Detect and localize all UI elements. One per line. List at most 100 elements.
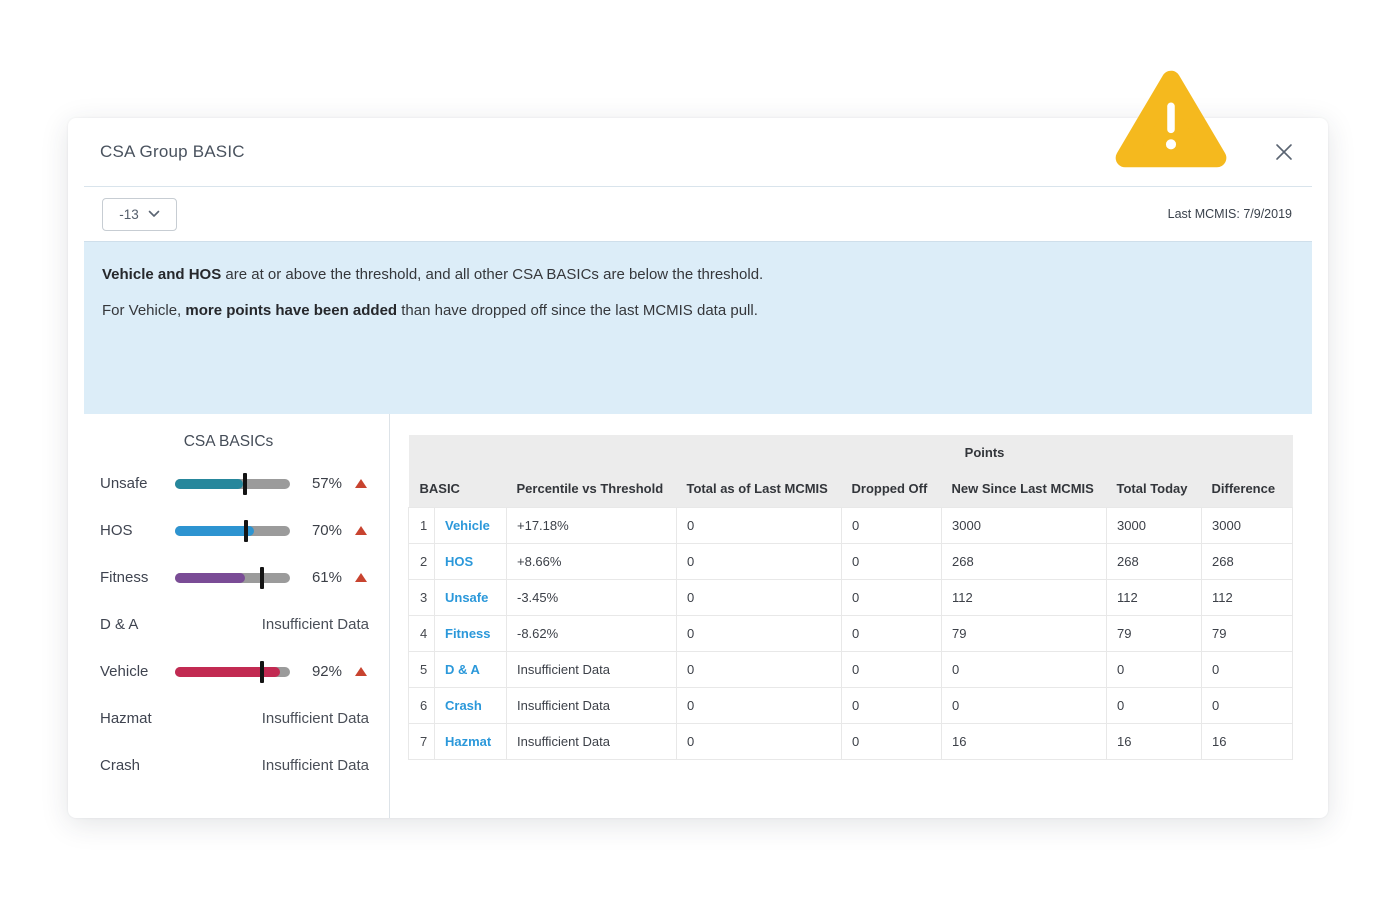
difference-cell: 79 <box>1200 614 1294 652</box>
basic-row-unsafe: Unsafe 57% <box>68 460 389 507</box>
percentile-cell: Insufficient Data <box>506 650 677 688</box>
dropped-off-cell: 0 <box>841 722 942 760</box>
total-last-mcmis-cell: 0 <box>676 650 842 688</box>
percentile-cell: Insufficient Data <box>506 686 677 724</box>
bar-fill <box>175 572 246 583</box>
row-number: 6 <box>408 686 435 724</box>
group-header-spacer <box>408 435 677 470</box>
threshold-marker <box>260 566 265 589</box>
basic-label: Vehicle <box>100 663 149 680</box>
row-number: 5 <box>408 650 435 688</box>
column-header-total-today: Total Today <box>1106 470 1202 507</box>
percentile-bar <box>175 660 290 683</box>
new-since-cell: 112 <box>941 578 1107 616</box>
basic-cell: Vehicle <box>434 506 507 544</box>
column-header-basic: BASIC <box>408 470 507 507</box>
table-row-fitness: 4 Fitness -8.62% 0 0 79 79 79 <box>408 614 1294 652</box>
percentile-cell: -3.45% <box>506 578 677 616</box>
basic-row-hazmat: Hazmat Insufficient Data <box>68 695 389 742</box>
basic-cell: HOS <box>434 542 507 580</box>
close-icon[interactable] <box>1272 140 1296 164</box>
column-header-new-since: New Since Last MCMIS <box>941 470 1107 507</box>
modal-header: CSA Group BASIC <box>84 118 1312 187</box>
group-select-dropdown[interactable]: -13 <box>102 197 177 231</box>
basic-link-crash[interactable]: Crash <box>445 697 482 713</box>
trend-up-icon <box>355 526 367 535</box>
difference-cell: 268 <box>1200 542 1294 580</box>
dropped-off-cell: 0 <box>841 542 942 580</box>
new-since-cell: 79 <box>941 614 1107 652</box>
dropped-off-cell: 0 <box>841 686 942 724</box>
insufficient-data-text: Insufficient Data <box>261 710 369 727</box>
difference-cell: 0 <box>1200 650 1294 688</box>
chevron-down-icon <box>148 210 160 217</box>
basic-cell: D & A <box>434 650 507 688</box>
percentile-value: 57% <box>311 475 342 492</box>
basic-label: D & A <box>100 616 139 633</box>
basic-cell: Unsafe <box>434 578 507 616</box>
info-line-2: For Vehicle, more points have been added… <box>102 301 758 319</box>
difference-cell: 0 <box>1200 686 1294 724</box>
total-today-cell: 0 <box>1106 686 1202 724</box>
basic-cell: Fitness <box>434 614 507 652</box>
basic-row-crash: Crash Insufficient Data <box>68 742 389 789</box>
total-today-cell: 268 <box>1106 542 1202 580</box>
basics-list: Unsafe 57% HOS 70% Fitness 61% D & A Insufficie… <box>68 460 389 789</box>
dropped-off-cell: 0 <box>841 614 942 652</box>
total-today-cell: 79 <box>1106 614 1202 652</box>
total-last-mcmis-cell: 0 <box>676 578 842 616</box>
total-today-cell: 0 <box>1106 650 1202 688</box>
basic-label: Fitness <box>100 569 149 586</box>
table-group-header-row: Points <box>408 435 1293 470</box>
row-number: 2 <box>408 542 435 580</box>
percentile-bar <box>175 519 290 542</box>
points-table-panel: Points BASIC Percentile vs Threshold Tot… <box>390 414 1328 818</box>
csa-basics-panel: CSA BASICs Unsafe 57% HOS 70% Fitness 61% D & … <box>68 414 390 818</box>
last-mcmis-date: Last MCMIS: 7/9/2019 <box>1167 207 1292 221</box>
table-row-crash: 6 Crash Insufficient Data 0 0 0 0 0 <box>408 686 1294 724</box>
percentile-cell: +17.18% <box>506 506 677 544</box>
toolbar: -13 Last MCMIS: 7/9/2019 <box>68 187 1328 241</box>
csa-group-basic-modal: CSA Group BASIC -13 Last MCMIS: 7/9/2019… <box>68 70 1328 818</box>
modal-content: CSA BASICs Unsafe 57% HOS 70% Fitness 61% D & … <box>68 414 1328 818</box>
trend-up-icon <box>355 667 367 676</box>
table-row-unsafe: 3 Unsafe -3.45% 0 0 112 112 112 <box>408 578 1294 616</box>
basic-cell: Hazmat <box>434 722 507 760</box>
percentile-bar <box>175 472 290 495</box>
basic-link-unsafe[interactable]: Unsafe <box>445 589 489 605</box>
total-today-cell: 16 <box>1106 722 1202 760</box>
basic-link-vehicle[interactable]: Vehicle <box>445 517 490 533</box>
new-since-cell: 16 <box>941 722 1107 760</box>
percentile-cell: -8.62% <box>506 614 677 652</box>
trend-up-icon <box>355 479 367 488</box>
trend-up-icon <box>355 573 367 582</box>
basic-link-d-a[interactable]: D & A <box>445 661 480 677</box>
basic-label: Unsafe <box>100 475 148 492</box>
basic-label: Hazmat <box>100 710 152 727</box>
threshold-marker <box>260 660 265 683</box>
bar-fill <box>175 478 243 489</box>
total-last-mcmis-cell: 0 <box>676 542 842 580</box>
basic-row-hos: HOS 70% <box>68 507 389 554</box>
basic-link-hos[interactable]: HOS <box>445 553 474 569</box>
bar-fill <box>175 666 280 677</box>
percentile-value: 61% <box>311 569 342 586</box>
total-last-mcmis-cell: 0 <box>676 506 842 544</box>
basic-link-fitness[interactable]: Fitness <box>445 625 491 641</box>
row-number: 3 <box>408 578 435 616</box>
points-table: Points BASIC Percentile vs Threshold Tot… <box>408 435 1294 760</box>
percentile-bar <box>175 566 290 589</box>
basics-panel-title: CSA BASICs <box>183 433 274 450</box>
total-last-mcmis-cell: 0 <box>676 686 842 724</box>
basic-row-fitness: Fitness 61% <box>68 554 389 601</box>
dropped-off-cell: 0 <box>841 650 942 688</box>
row-number: 1 <box>408 506 435 544</box>
basic-label: HOS <box>100 522 133 539</box>
basic-link-hazmat[interactable]: Hazmat <box>445 733 492 749</box>
difference-cell: 112 <box>1200 578 1294 616</box>
basic-row-d-a: D & A Insufficient Data <box>68 601 389 648</box>
row-number: 4 <box>408 614 435 652</box>
new-since-cell: 3000 <box>941 506 1107 544</box>
total-last-mcmis-cell: 0 <box>676 614 842 652</box>
row-number: 7 <box>408 722 435 760</box>
